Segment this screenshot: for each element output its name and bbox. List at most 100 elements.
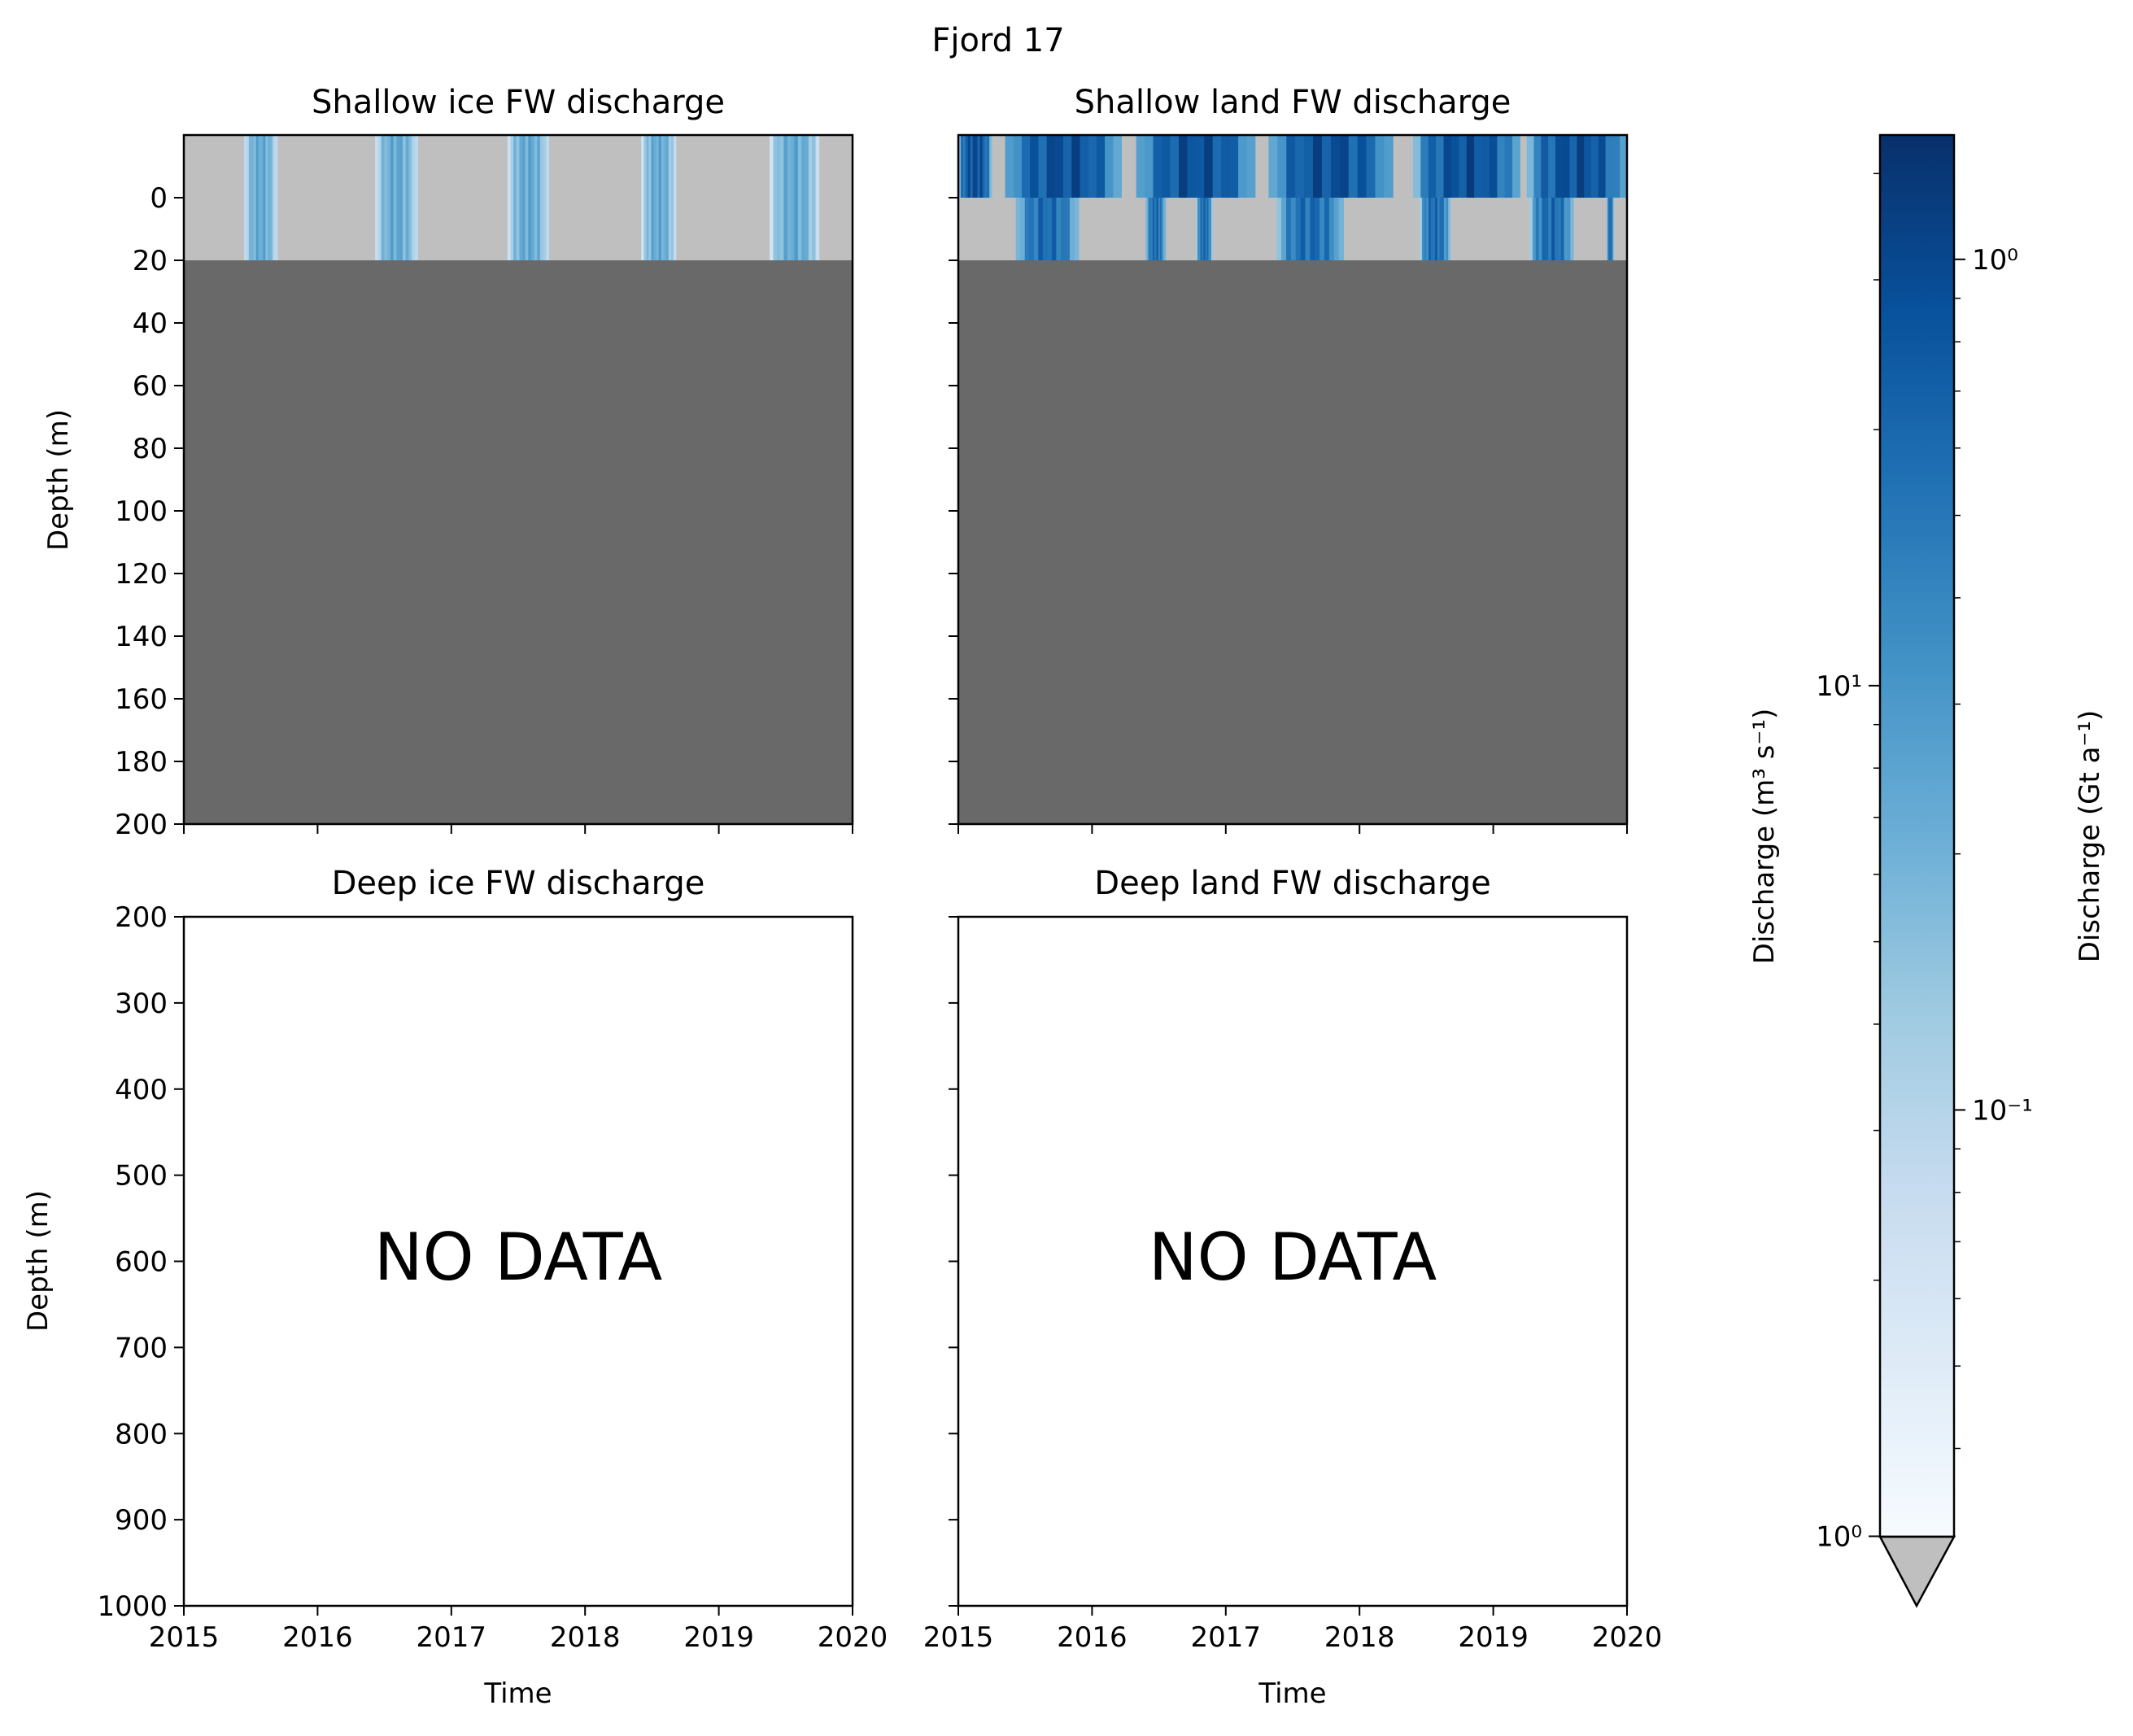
- heatmap-cell: [1570, 198, 1574, 260]
- heatmap-cell: [1151, 198, 1154, 260]
- no-data-region: [958, 260, 1627, 824]
- heatmap-cell: [513, 135, 517, 198]
- heatmap-cell: [1038, 135, 1048, 198]
- y-axis: [949, 197, 958, 825]
- heatmap-cell: [1148, 198, 1150, 260]
- heatmap-cell: [1446, 198, 1449, 260]
- heatmap-cell: [776, 198, 781, 260]
- heatmap-cell: [270, 135, 273, 198]
- heatmap-cell: [510, 198, 514, 260]
- heatmap-cell: [656, 135, 660, 198]
- heatmap-cell: [987, 135, 990, 198]
- heatmap-cell: [246, 135, 250, 198]
- x-axis: [957, 824, 1628, 834]
- heatmap-cell: [975, 135, 978, 198]
- panel-title: Deep land FW discharge: [1094, 865, 1490, 902]
- heatmap-cell: [1170, 135, 1180, 198]
- heatmap-cell: [408, 198, 412, 260]
- colorbar-left-axis: 10⁰ 10¹: [1816, 172, 1880, 1553]
- y-tick-label: 700: [115, 1332, 168, 1364]
- heatmap-cell: [1442, 198, 1445, 260]
- heatmap-cell: [268, 135, 271, 198]
- heatmap-cell: [815, 198, 820, 260]
- heatmap-cell: [1281, 198, 1287, 260]
- heatmap-cell: [384, 135, 388, 198]
- heatmap-cell: [1466, 135, 1475, 198]
- heatmap-cell: [658, 198, 662, 260]
- heatmap-cell: [646, 135, 649, 198]
- heatmap-cell: [972, 135, 975, 198]
- heatmap-cell: [958, 135, 962, 198]
- heatmap-cell: [1202, 198, 1204, 260]
- heatmap-cell: [653, 135, 656, 198]
- heatmap-cell: [1433, 198, 1436, 260]
- heatmap-cell: [1569, 135, 1577, 198]
- heatmap-cell: [1333, 198, 1340, 260]
- heatmap-cell: [393, 135, 397, 198]
- heatmap-cell: [375, 198, 379, 260]
- heatmap-cell: [1489, 135, 1498, 198]
- y-axis: 0 20 40 60 80 100 120 140 160 180 200: [115, 182, 184, 841]
- y-tick-label: 80: [133, 433, 168, 465]
- heatmap-cell: [812, 198, 816, 260]
- heatmap-cell: [260, 135, 264, 198]
- heatmap-cell: [1548, 198, 1552, 260]
- heatmap-cell: [1277, 135, 1287, 198]
- heatmap-cells: [958, 135, 1628, 260]
- heatmap-cell: [1504, 135, 1513, 198]
- heatmap-cell: [537, 198, 541, 260]
- colorbar-left-tick-label: 10⁰: [1816, 1520, 1862, 1553]
- heatmap-cell: [661, 135, 665, 198]
- heatmap-cell: [1443, 135, 1452, 198]
- x-tick-label: 2019: [683, 1621, 754, 1654]
- heatmap-cell: [1448, 198, 1451, 260]
- heatmap-cell: [1533, 135, 1542, 198]
- heatmap-cell: [258, 135, 261, 198]
- heatmap-cell: [516, 135, 520, 198]
- heatmap-cell: [1206, 198, 1209, 260]
- heatmap-cell: [1497, 135, 1506, 198]
- heatmap-cell: [648, 198, 652, 260]
- colorbar-right-axis: 10⁻¹ 10⁰: [1954, 244, 2033, 1450]
- heatmap-cell: [1321, 135, 1332, 198]
- heatmap-cell: [1612, 198, 1614, 260]
- heatmap-cell: [546, 135, 550, 198]
- heatmap-cell: [801, 135, 805, 198]
- heatmap-cell: [1157, 198, 1159, 260]
- heatmap-cell: [384, 198, 388, 260]
- panel-deep-ice: Deep ice FW discharge NO DATA 200 300 400 5…: [22, 865, 888, 1710]
- heatmap-cell: [1020, 198, 1026, 260]
- heatmap-cell: [1029, 198, 1035, 260]
- heatmap-cell: [1612, 198, 1614, 260]
- heatmap-cell: [414, 198, 419, 260]
- heatmap-cell: [258, 198, 261, 260]
- heatmap-cell: [263, 198, 266, 260]
- heatmap-cell: [1015, 198, 1021, 260]
- heatmap-cell: [965, 135, 969, 198]
- heatmap-cell: [1203, 198, 1205, 260]
- heatmap-cell: [528, 198, 532, 260]
- heatmap-cell: [962, 135, 966, 198]
- heatmap-cell: [1024, 198, 1030, 260]
- y-axis: 200 300 400 500 600 700 800 900 1000: [97, 901, 184, 1623]
- heatmap-cell: [1238, 135, 1247, 198]
- heatmap-cell: [399, 135, 403, 198]
- heatmap-cell: [1305, 198, 1311, 260]
- heatmap-cell: [1295, 135, 1305, 198]
- heatmap-cell: [1080, 135, 1089, 198]
- axes-frame: [957, 915, 1629, 1607]
- heatmap-cell: [1154, 198, 1156, 260]
- heatmap-cell: [1047, 198, 1053, 260]
- heatmap-cell: [1209, 198, 1210, 260]
- panel-title: Shallow land FW discharge: [1075, 84, 1511, 121]
- heatmap-cell: [812, 135, 816, 198]
- heatmap-cell: [275, 135, 278, 198]
- heatmap-cell: [519, 135, 523, 198]
- panel-title: Deep ice FW discharge: [332, 865, 705, 902]
- heatmap-cell: [1328, 198, 1335, 260]
- heatmap-cell: [977, 135, 980, 198]
- heatmap-cell: [1607, 198, 1608, 260]
- heatmap-cell: [646, 198, 649, 260]
- heatmap-cell: [251, 135, 255, 198]
- heatmap-cell: [794, 135, 799, 198]
